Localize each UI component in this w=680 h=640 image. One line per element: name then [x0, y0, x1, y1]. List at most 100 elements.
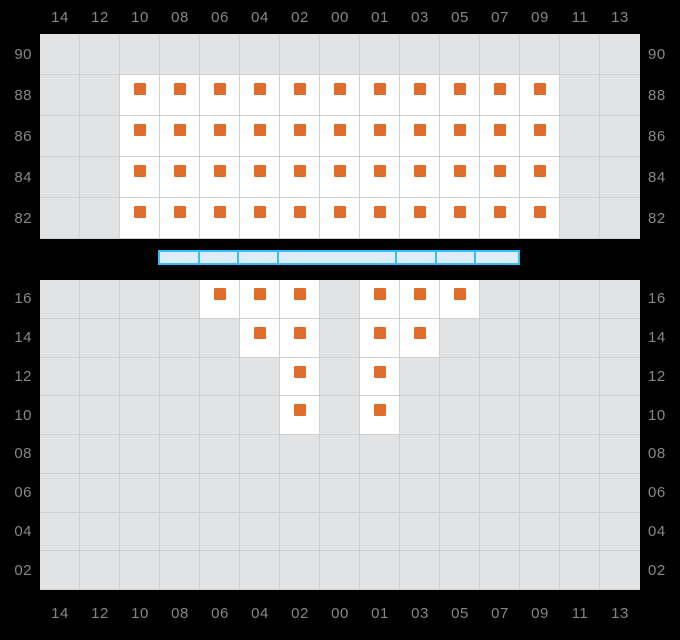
grid-cell[interactable]: [440, 34, 480, 75]
grid-cell[interactable]: [440, 157, 480, 198]
grid-cell[interactable]: [120, 396, 160, 435]
grid-cell[interactable]: [520, 551, 560, 590]
grid-cell[interactable]: [80, 512, 120, 552]
grid-cell[interactable]: [80, 157, 120, 198]
grid-cell[interactable]: [240, 318, 280, 358]
grid-cell[interactable]: [560, 157, 600, 198]
grid-cell[interactable]: [480, 280, 520, 319]
grid-cell[interactable]: [440, 198, 480, 239]
grid-cell[interactable]: [320, 34, 360, 75]
grid-cell[interactable]: [480, 512, 520, 552]
grid-cell[interactable]: [40, 512, 80, 552]
grid-cell[interactable]: [160, 198, 200, 239]
timeline-selector-bar[interactable]: [158, 250, 520, 265]
grid-cell[interactable]: [280, 396, 320, 435]
grid-cell[interactable]: [120, 435, 160, 474]
grid-cell[interactable]: [160, 318, 200, 358]
grid-cell[interactable]: [400, 357, 440, 397]
grid-cell[interactable]: [360, 34, 400, 75]
grid-cell[interactable]: [240, 396, 280, 435]
grid-cell[interactable]: [40, 157, 80, 198]
grid-cell[interactable]: [160, 473, 200, 513]
grid-cell[interactable]: [600, 396, 640, 435]
grid-cell[interactable]: [560, 473, 600, 513]
grid-cell[interactable]: [560, 512, 600, 552]
grid-cell[interactable]: [320, 396, 360, 435]
grid-cell[interactable]: [200, 157, 240, 198]
grid-cell[interactable]: [440, 318, 480, 358]
grid-cell[interactable]: [360, 280, 400, 319]
grid-cell[interactable]: [280, 157, 320, 198]
grid-cell[interactable]: [480, 157, 520, 198]
grid-cell[interactable]: [240, 551, 280, 590]
grid-cell[interactable]: [600, 198, 640, 239]
grid-cell[interactable]: [440, 396, 480, 435]
grid-cell[interactable]: [160, 280, 200, 319]
grid-cell[interactable]: [400, 512, 440, 552]
grid-cell[interactable]: [120, 157, 160, 198]
grid-cell[interactable]: [600, 157, 640, 198]
grid-cell[interactable]: [120, 512, 160, 552]
timeline-segment[interactable]: [397, 252, 437, 263]
grid-cell[interactable]: [120, 116, 160, 157]
grid-cell[interactable]: [320, 473, 360, 513]
grid-cell[interactable]: [480, 318, 520, 358]
grid-cell[interactable]: [240, 198, 280, 239]
grid-cell[interactable]: [280, 116, 320, 157]
timeline-segment[interactable]: [278, 252, 398, 263]
grid-cell[interactable]: [200, 512, 240, 552]
grid-cell[interactable]: [320, 198, 360, 239]
grid-cell[interactable]: [120, 34, 160, 75]
grid-cell[interactable]: [520, 512, 560, 552]
grid-cell[interactable]: [120, 357, 160, 397]
grid-cell[interactable]: [520, 473, 560, 513]
grid-cell[interactable]: [440, 357, 480, 397]
grid-cell[interactable]: [600, 473, 640, 513]
grid-cell[interactable]: [200, 473, 240, 513]
grid-cell[interactable]: [280, 75, 320, 116]
grid-cell[interactable]: [40, 34, 80, 75]
grid-cell[interactable]: [80, 198, 120, 239]
grid-cell[interactable]: [280, 280, 320, 319]
grid-cell[interactable]: [240, 473, 280, 513]
grid-cell[interactable]: [520, 357, 560, 397]
grid-cell[interactable]: [160, 75, 200, 116]
grid-cell[interactable]: [200, 551, 240, 590]
grid-cell[interactable]: [320, 318, 360, 358]
grid-cell[interactable]: [240, 34, 280, 75]
grid-cell[interactable]: [280, 34, 320, 75]
grid-cell[interactable]: [40, 473, 80, 513]
grid-cell[interactable]: [560, 116, 600, 157]
grid-cell[interactable]: [520, 116, 560, 157]
grid-cell[interactable]: [480, 116, 520, 157]
grid-cell[interactable]: [120, 75, 160, 116]
grid-cell[interactable]: [400, 34, 440, 75]
grid-cell[interactable]: [40, 116, 80, 157]
grid-cell[interactable]: [160, 551, 200, 590]
grid-cell[interactable]: [280, 318, 320, 358]
grid-cell[interactable]: [560, 318, 600, 358]
grid-cell[interactable]: [400, 396, 440, 435]
grid-cell[interactable]: [280, 435, 320, 474]
grid-cell[interactable]: [400, 551, 440, 590]
grid-cell[interactable]: [240, 75, 280, 116]
grid-cell[interactable]: [40, 396, 80, 435]
grid-cell[interactable]: [320, 435, 360, 474]
grid-cell[interactable]: [560, 396, 600, 435]
grid-cell[interactable]: [480, 396, 520, 435]
grid-cell[interactable]: [400, 157, 440, 198]
grid-cell[interactable]: [600, 280, 640, 319]
grid-cell[interactable]: [120, 551, 160, 590]
grid-cell[interactable]: [120, 473, 160, 513]
grid-cell[interactable]: [320, 75, 360, 116]
grid-cell[interactable]: [80, 396, 120, 435]
grid-cell[interactable]: [600, 318, 640, 358]
grid-cell[interactable]: [360, 435, 400, 474]
grid-cell[interactable]: [560, 357, 600, 397]
grid-cell[interactable]: [320, 116, 360, 157]
timeline-segment[interactable]: [436, 252, 477, 263]
grid-cell[interactable]: [440, 435, 480, 474]
grid-cell[interactable]: [520, 75, 560, 116]
grid-cell[interactable]: [400, 318, 440, 358]
grid-cell[interactable]: [120, 318, 160, 358]
